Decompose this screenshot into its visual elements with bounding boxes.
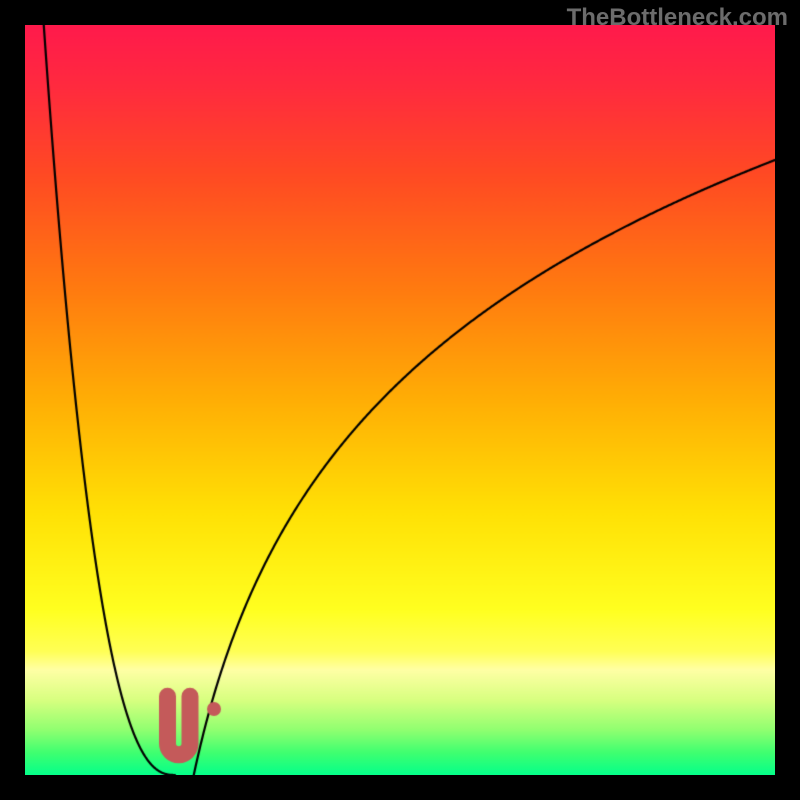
watermark-label: TheBottleneck.com [567, 4, 788, 32]
chart-canvas [25, 25, 775, 775]
plot-area [25, 25, 775, 775]
chart-frame: TheBottleneck.com [0, 0, 800, 800]
